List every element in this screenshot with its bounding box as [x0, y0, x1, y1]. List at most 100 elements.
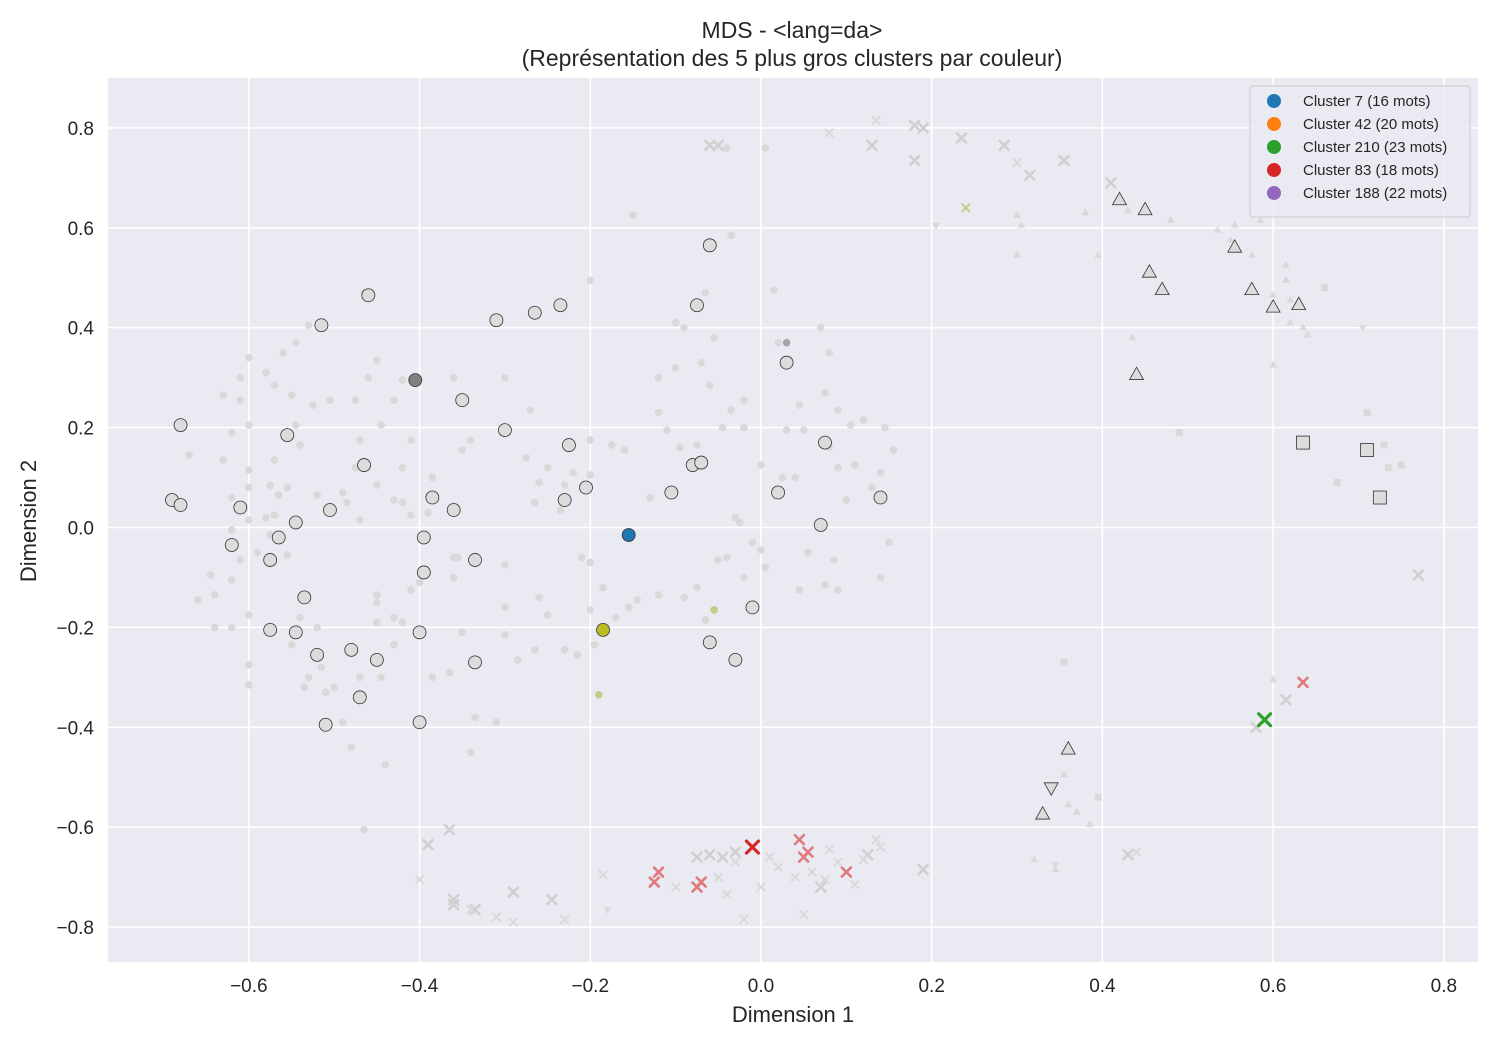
data-point — [407, 586, 415, 594]
data-point — [850, 879, 860, 890]
data-point — [297, 590, 312, 605]
data-point — [398, 618, 407, 627]
data-point — [813, 518, 828, 532]
data-point — [731, 513, 740, 522]
data-point — [739, 914, 749, 925]
data-point — [723, 553, 731, 562]
data-point — [373, 598, 381, 607]
data-point — [873, 490, 888, 505]
data-point — [782, 426, 791, 434]
data-point — [245, 466, 253, 474]
data-point — [326, 396, 334, 404]
data-point — [245, 483, 253, 492]
data-point — [314, 318, 329, 333]
x-tick-labels: −0.6 −0.4 −0.2 0.0 0.2 0.4 0.6 0.8 — [230, 976, 1457, 997]
data-point — [449, 373, 458, 382]
data-point — [728, 652, 743, 667]
data-point — [858, 855, 869, 865]
data-point — [702, 635, 717, 650]
data-point — [317, 663, 326, 672]
data-point — [795, 586, 804, 594]
data-point — [1213, 225, 1222, 233]
data-point — [491, 912, 501, 922]
data-point — [1012, 158, 1022, 168]
data-point — [543, 463, 552, 472]
data-point — [955, 132, 968, 144]
data-point — [756, 882, 766, 892]
legend-marker — [1267, 94, 1281, 108]
data-point — [210, 591, 219, 599]
data-point — [468, 655, 482, 670]
data-point — [695, 876, 708, 888]
data-point — [1256, 215, 1265, 223]
data-point — [712, 139, 725, 152]
data-point — [245, 421, 253, 429]
data-point — [291, 338, 300, 347]
data-point — [1360, 443, 1374, 457]
data-point — [1286, 295, 1295, 303]
plot-area — [108, 78, 1478, 962]
legend-label: Cluster 83 (18 mots) — [1303, 162, 1439, 179]
data-point — [876, 573, 885, 582]
data-point — [807, 867, 817, 877]
data-point — [356, 436, 364, 444]
data-point — [369, 652, 384, 667]
data-point — [824, 128, 834, 138]
data-point — [773, 862, 783, 872]
data-point — [501, 373, 509, 382]
data-point — [680, 593, 688, 602]
data-point — [377, 421, 385, 429]
data-point — [330, 683, 338, 692]
data-point — [701, 616, 710, 624]
data-point — [795, 401, 804, 409]
legend-label: Cluster 188 (22 mots) — [1303, 185, 1447, 202]
data-point — [834, 406, 842, 414]
data-point — [1064, 800, 1073, 808]
data-point — [693, 583, 701, 592]
data-point — [1320, 284, 1328, 292]
data-point — [361, 288, 376, 303]
data-point — [553, 298, 568, 313]
data-point — [287, 391, 296, 399]
data-point — [799, 426, 808, 434]
data-point — [654, 373, 663, 382]
data-point — [1081, 208, 1090, 216]
data-point — [816, 323, 825, 332]
data-point — [280, 428, 295, 442]
data-point — [866, 139, 878, 152]
data-point — [1244, 281, 1260, 296]
data-point — [449, 573, 458, 582]
data-point — [771, 485, 785, 500]
data-point — [840, 866, 853, 878]
y-axis-label: Dimension 2 — [16, 460, 41, 582]
data-point — [761, 563, 770, 572]
data-point — [671, 363, 680, 372]
data-point — [716, 851, 729, 863]
data-point — [535, 478, 543, 487]
data-point — [224, 538, 239, 552]
data-point — [705, 381, 714, 389]
data-point — [415, 578, 424, 587]
y-tick-label: 0.4 — [68, 319, 95, 340]
data-point — [603, 907, 612, 915]
data-point — [543, 611, 552, 619]
data-point — [263, 622, 278, 637]
data-point — [469, 903, 481, 916]
data-point — [412, 715, 427, 730]
data-point — [761, 144, 770, 152]
data-point — [818, 435, 832, 450]
data-point — [599, 583, 607, 592]
data-point — [757, 461, 765, 469]
data-point — [573, 651, 582, 659]
data-point — [876, 468, 885, 477]
data-point — [1226, 235, 1235, 243]
legend-marker — [1267, 117, 1281, 131]
data-point — [338, 488, 347, 497]
data-point — [1280, 693, 1292, 706]
data-point — [859, 416, 868, 424]
data-point — [390, 613, 398, 622]
data-point — [227, 428, 236, 437]
data-point — [546, 893, 558, 906]
data-point — [664, 485, 679, 500]
